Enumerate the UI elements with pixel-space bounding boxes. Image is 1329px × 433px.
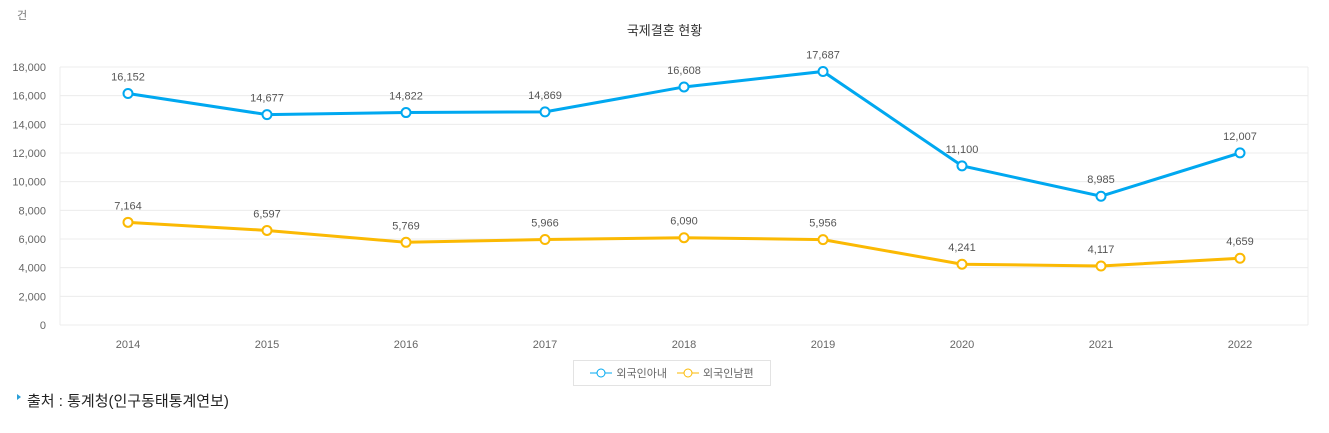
data-label: 6,090 [670,216,698,228]
data-point [1234,252,1246,264]
y-tick-label: 12,000 [12,148,46,160]
data-point [122,216,134,228]
legend-item-wife[interactable]: 외국인아내 [590,365,667,381]
y-tick-label: 18,000 [12,62,46,74]
x-tick-label: 2014 [116,339,140,351]
y-tick-label: 0 [40,320,46,332]
y-tick-label: 14,000 [12,119,46,131]
data-label: 14,822 [389,91,423,103]
data-point [1095,190,1107,202]
x-tick-label: 2015 [255,339,279,351]
source-text: 출처 : 통계청(인구동태통계연보) [27,393,229,410]
data-point [678,81,690,93]
data-point [539,106,551,118]
chart-title: 국제결혼 현황 [626,23,703,38]
data-point [261,224,273,236]
data-point [400,107,412,119]
y-tick-label: 16,000 [12,91,46,103]
data-label: 4,117 [1088,244,1115,256]
data-point [1234,147,1246,159]
data-label: 4,659 [1226,236,1254,248]
data-label: 6,597 [253,208,281,220]
y-tick-label: 8,000 [18,205,46,217]
data-label: 8,985 [1087,174,1115,186]
y-tick-label: 2,000 [18,291,46,303]
data-label: 12,007 [1223,131,1257,143]
x-tick-label: 2022 [1228,339,1252,351]
bullet-icon [17,393,21,400]
data-label: 4,241 [948,242,976,254]
y-tick-label: 4,000 [18,263,46,275]
data-label: 16,608 [667,65,701,77]
data-label: 5,966 [531,217,559,229]
data-label: 17,687 [806,49,840,61]
y-tick-label: 10,000 [12,177,46,189]
y-axis-unit: 건 [17,10,28,22]
x-tick-label: 2016 [394,339,418,351]
series-line [127,220,1241,268]
x-tick-label: 2021 [1089,339,1113,351]
data-label: 14,869 [528,90,562,102]
x-tick-label: 2020 [950,339,974,351]
data-label: 14,677 [250,93,284,105]
data-label: 16,152 [111,71,145,83]
legend-item-husband[interactable]: 외국인남편 [677,365,754,381]
legend-label: 외국인남편 [703,368,754,380]
data-label: 7,164 [114,200,142,212]
source-note: 출처 : 통계청(인구동태통계연보) [17,390,229,411]
data-point [678,232,690,244]
data-point [261,109,273,121]
legend-label: 외국인아내 [616,368,667,380]
data-point [400,236,412,248]
data-point [956,258,968,270]
legend: 외국인아내 외국인남편 [573,360,771,386]
data-point [817,234,829,246]
data-point [956,160,968,172]
data-label: 11,100 [946,144,979,156]
y-tick-label: 6,000 [18,234,46,246]
data-label: 5,956 [809,218,837,230]
x-tick-label: 2019 [811,339,835,351]
x-tick-label: 2017 [533,339,557,351]
data-point [817,65,829,77]
data-point [122,87,134,99]
data-point [1095,260,1107,272]
data-point [539,233,551,245]
x-tick-label: 2018 [672,339,696,351]
data-label: 5,769 [392,220,420,232]
